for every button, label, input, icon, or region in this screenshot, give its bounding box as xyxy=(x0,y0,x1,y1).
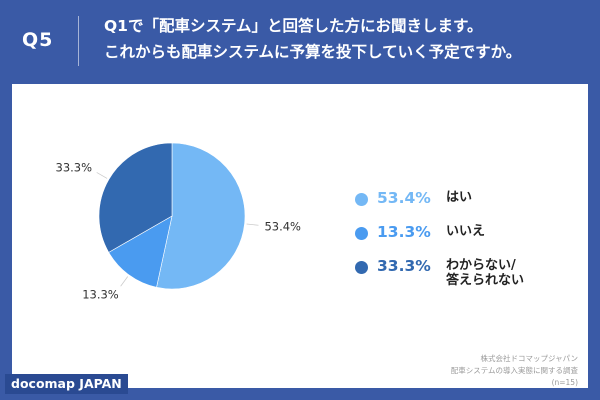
legend-pct-yes: 53.4% xyxy=(377,189,431,207)
pie-label-yes: 53.4% xyxy=(264,219,301,233)
pie-leader-line xyxy=(120,276,129,287)
pie-label-unknown: 33.3% xyxy=(56,160,93,174)
source-note: 株式会社ドコマップジャパン 配車システムの導入実態に関する調査 (n=15) xyxy=(451,353,578,389)
legend-label-unknown: わからない/ 答えられない xyxy=(446,258,524,288)
question-line-1: Q1で「配車システム」と回答した方にお聞きします。 xyxy=(104,17,483,35)
header-divider xyxy=(78,16,79,66)
pie-chart: 53.4% 13.3% 33.3% xyxy=(56,142,301,301)
legend-label-unknown-line1: わからない/ xyxy=(446,258,516,273)
legend-label-unknown-line2: 答えられない xyxy=(446,273,525,288)
pie-leader-line xyxy=(96,172,108,179)
legend-dot-unknown xyxy=(355,261,368,274)
pie-slice-no xyxy=(108,215,173,288)
brand-logo: docomap JAPAN xyxy=(5,374,128,394)
source-company: 株式会社ドコマップジャパン xyxy=(480,354,579,363)
chart-panel: 53.4% 13.3% 33.3% 53.4% はい 13.3% いいえ 33.3%… xyxy=(12,84,588,388)
legend-label-no: いいえ xyxy=(446,224,485,239)
legend-label-yes-line1: はい xyxy=(446,190,473,205)
question-line-2: これからも配車システムに予算を投下していく予定ですか。 xyxy=(104,43,522,61)
pie-slice-unknown xyxy=(98,142,173,253)
question-number: Q5 xyxy=(22,29,54,51)
legend-label-yes: はい xyxy=(446,190,472,205)
pie-leader-line xyxy=(246,223,259,226)
legend-dot-yes xyxy=(355,193,368,206)
pie-label-no: 13.3% xyxy=(82,287,119,301)
legend-pct-no: 13.3% xyxy=(377,223,431,241)
source-survey: 配車システムの導入実態に関する調査 xyxy=(450,366,578,375)
header: Q5 Q1で「配車システム」と回答した方にお聞きします。 これからも配車システム… xyxy=(0,0,600,80)
legend-pct-unknown: 33.3% xyxy=(377,257,431,275)
legend-dot-no xyxy=(355,227,368,240)
source-sample-size: (n=15) xyxy=(551,378,578,387)
pie-slice-yes xyxy=(156,142,246,290)
legend-label-no-line1: いいえ xyxy=(446,224,486,239)
question-text: Q1で「配車システム」と回答した方にお聞きします。 これからも配車システムに予算… xyxy=(104,13,521,65)
